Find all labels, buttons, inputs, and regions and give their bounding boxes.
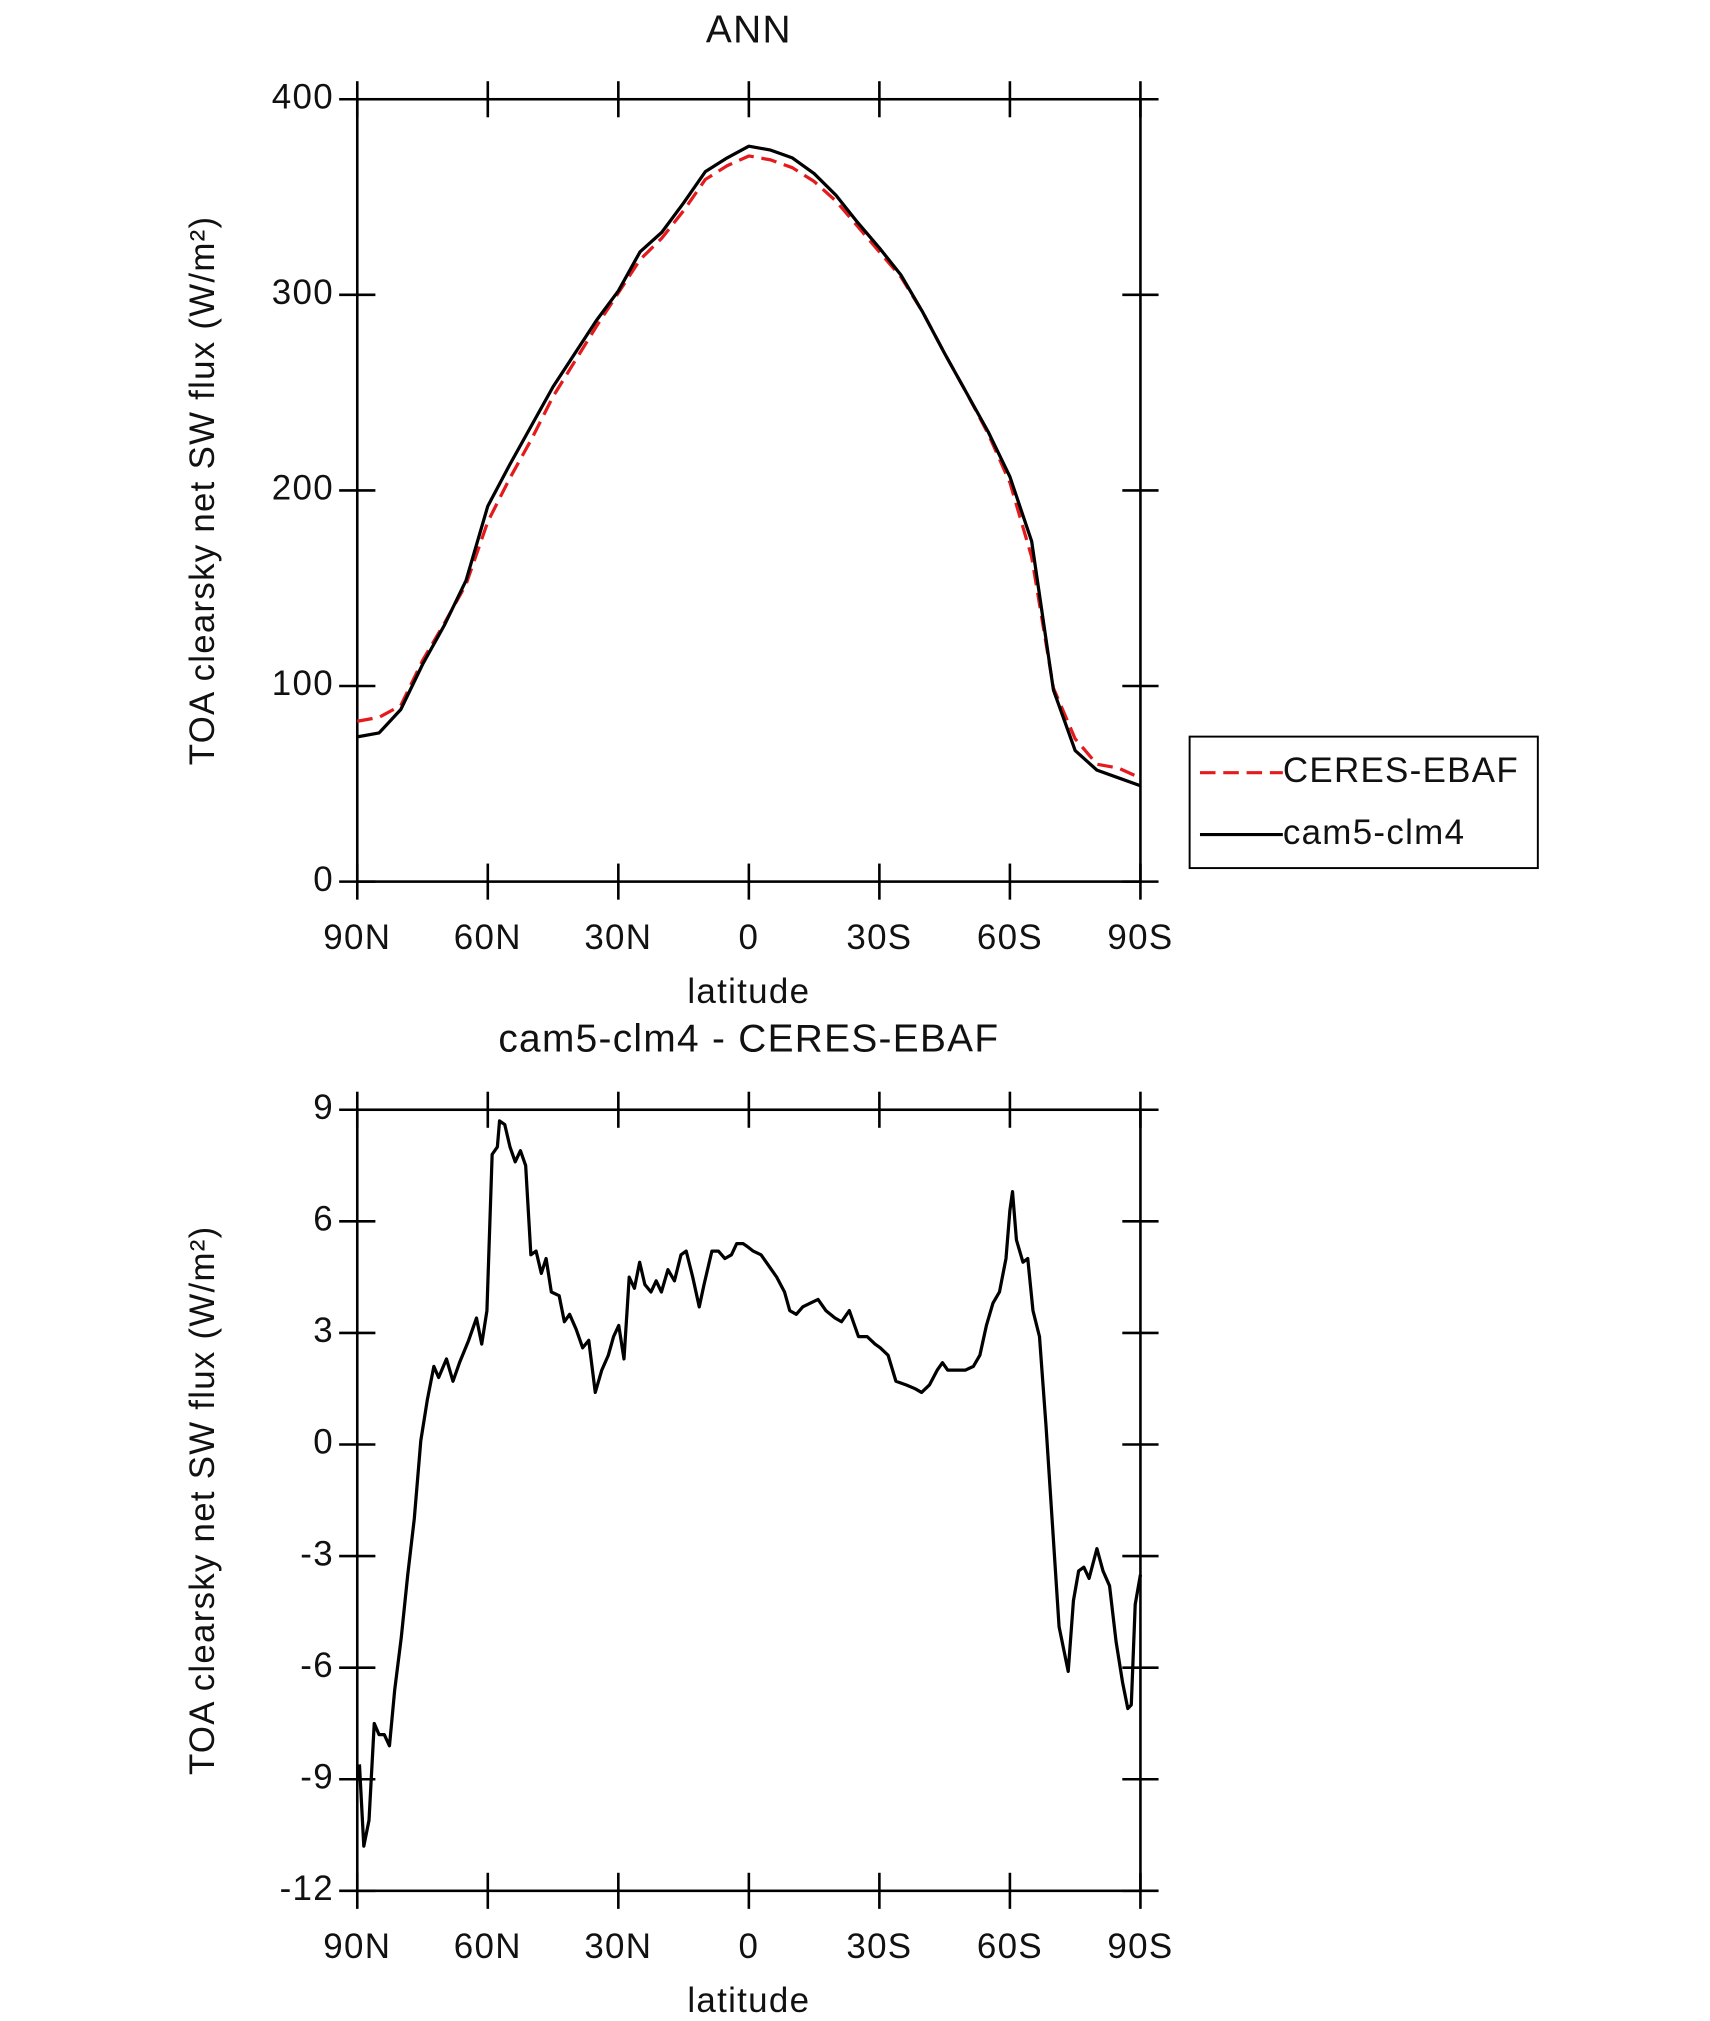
y-tick-label: -6 (300, 1646, 334, 1685)
x-tick-label: 0 (738, 918, 759, 957)
y-tick-label: 6 (313, 1200, 334, 1239)
x-tick-label: 60N (454, 1927, 522, 1966)
plot-frame (355, 97, 1142, 883)
data-line (356, 144, 1141, 788)
y-tick-label: 400 (272, 78, 334, 117)
x-tick-label: 30S (846, 918, 912, 957)
chart-title: ANN (706, 9, 792, 52)
y-tick-label: 100 (272, 664, 334, 703)
x-tick-label: 90S (1107, 1927, 1173, 1966)
y-tick-label: -12 (280, 1869, 334, 1908)
plot-frame (355, 1108, 1142, 1893)
legend-box (1188, 735, 1539, 870)
x-tick-label: 90S (1107, 918, 1173, 957)
y-tick-label: 0 (313, 1423, 334, 1462)
y-tick-label: -3 (300, 1534, 334, 1573)
y-axis-label: TOA clearsky net SW flux (W/m²) (183, 216, 222, 766)
legend-label: CERES-EBAF (1283, 751, 1519, 790)
legend-label: cam5-clm4 (1283, 813, 1465, 852)
y-tick-label: 300 (272, 273, 334, 312)
x-tick-label: 30S (846, 1927, 912, 1966)
x-axis-label: latitude (687, 972, 810, 1011)
x-axis-label: latitude (687, 1981, 810, 2020)
x-tick-label: 60N (454, 918, 522, 957)
x-tick-label: 90N (323, 918, 391, 957)
x-tick-label: 60S (977, 918, 1043, 957)
y-tick-label: 9 (313, 1088, 334, 1127)
data-line (357, 1119, 1143, 1848)
x-tick-label: 90N (323, 1927, 391, 1966)
x-tick-label: 30N (584, 1927, 652, 1966)
x-tick-label: 30N (584, 918, 652, 957)
chart-title: cam5-clm4 - CERES-EBAF (498, 1018, 999, 1061)
x-tick-label: 60S (977, 1927, 1043, 1966)
data-line (356, 154, 1142, 780)
y-axis-label: TOA clearsky net SW flux (W/m²) (183, 1226, 222, 1776)
y-tick-label: -9 (300, 1758, 334, 1797)
x-tick-label: 0 (738, 1927, 759, 1966)
y-tick-label: 0 (313, 860, 334, 899)
y-tick-label: 200 (272, 469, 334, 508)
y-tick-label: 3 (313, 1311, 334, 1350)
